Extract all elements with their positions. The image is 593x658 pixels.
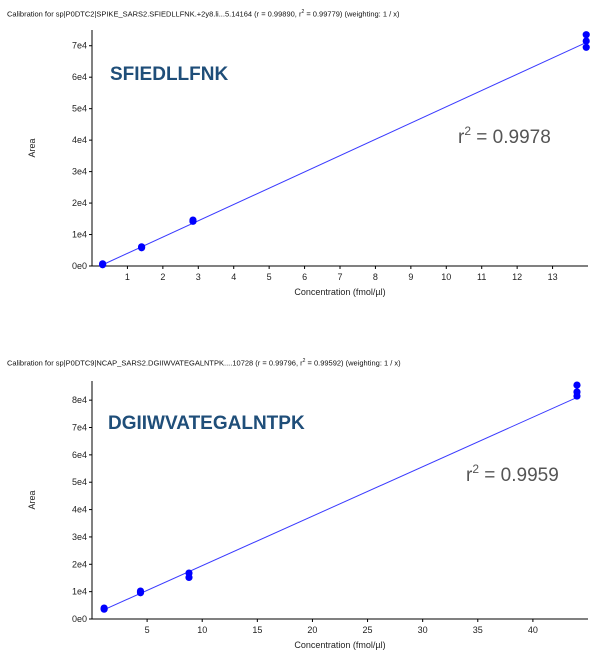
data-point bbox=[573, 388, 581, 396]
x-tick-label: 4 bbox=[231, 272, 236, 282]
y-tick-label: 8e4 bbox=[72, 395, 87, 405]
x-tick-label: 7 bbox=[337, 272, 342, 282]
x-axis-label: Concentration (fmol/µl) bbox=[294, 640, 385, 650]
x-tick-label: 5 bbox=[145, 625, 150, 635]
x-tick-label: 6 bbox=[302, 272, 307, 282]
x-tick-label: 9 bbox=[408, 272, 413, 282]
x-tick-label: 15 bbox=[252, 625, 262, 635]
x-tick-label: 10 bbox=[441, 272, 451, 282]
y-tick-label: 5e4 bbox=[72, 104, 87, 114]
x-axis-label: Concentration (fmol/µl) bbox=[294, 287, 385, 297]
data-point bbox=[99, 260, 107, 268]
x-tick-label: 12 bbox=[512, 272, 522, 282]
y-tick-label: 6e4 bbox=[72, 450, 87, 460]
data-point bbox=[189, 216, 197, 224]
x-tick-label: 30 bbox=[418, 625, 428, 635]
y-tick-label: 6e4 bbox=[72, 72, 87, 82]
x-tick-label: 40 bbox=[528, 625, 538, 635]
y-tick-label: 4e4 bbox=[72, 135, 87, 145]
x-tick-label: 11 bbox=[477, 272, 486, 282]
data-point bbox=[573, 381, 581, 389]
x-tick-label: 13 bbox=[548, 272, 558, 282]
data-point bbox=[582, 37, 590, 45]
data-point bbox=[136, 587, 145, 595]
calibration-chart-1: Calibration for sp|P0DTC2|SPIKE_SARS2.SF… bbox=[0, 0, 593, 320]
calibration-fit-line bbox=[103, 396, 578, 611]
y-axis-label: Area bbox=[27, 490, 37, 509]
y-tick-label: 3e4 bbox=[72, 532, 87, 542]
data-point bbox=[582, 43, 590, 51]
y-tick-label: 7e4 bbox=[72, 41, 87, 51]
data-point bbox=[100, 604, 108, 612]
x-tick-label: 1 bbox=[125, 272, 130, 282]
r-squared-annotation: r2 = 0.9978 bbox=[458, 124, 551, 148]
peptide-annotation: SFIEDLLFNK bbox=[110, 64, 228, 85]
y-tick-label: 1e4 bbox=[72, 587, 87, 597]
x-tick-label: 8 bbox=[373, 272, 378, 282]
x-tick-label: 2 bbox=[160, 272, 165, 282]
calibration-fit-line bbox=[102, 41, 589, 266]
peptide-annotation: DGIIWVATEGALNTPK bbox=[108, 413, 305, 434]
y-tick-label: 0e0 bbox=[72, 614, 87, 624]
r-squared-annotation: r2 = 0.9959 bbox=[466, 462, 559, 486]
y-tick-label: 5e4 bbox=[72, 477, 87, 487]
chart-title: Calibration for sp|P0DTC9|NCAP_SARS2.DGI… bbox=[7, 358, 401, 368]
y-tick-label: 0e0 bbox=[72, 261, 87, 271]
chart-title: Calibration for sp|P0DTC2|SPIKE_SARS2.SF… bbox=[7, 9, 400, 19]
y-tick-label: 4e4 bbox=[72, 505, 87, 515]
x-tick-label: 20 bbox=[307, 625, 317, 635]
x-tick-label: 5 bbox=[267, 272, 272, 282]
y-tick-label: 2e4 bbox=[72, 559, 87, 569]
y-tick-label: 1e4 bbox=[72, 230, 87, 240]
x-tick-label: 10 bbox=[197, 625, 207, 635]
x-tick-label: 3 bbox=[196, 272, 201, 282]
data-point bbox=[138, 243, 146, 251]
data-point bbox=[185, 569, 193, 577]
y-axis-label: Area bbox=[27, 138, 37, 157]
data-point bbox=[582, 31, 590, 39]
x-tick-label: 35 bbox=[473, 625, 483, 635]
y-tick-label: 3e4 bbox=[72, 167, 87, 177]
x-tick-label: 25 bbox=[363, 625, 373, 635]
y-tick-label: 2e4 bbox=[72, 198, 87, 208]
y-tick-label: 7e4 bbox=[72, 423, 87, 433]
